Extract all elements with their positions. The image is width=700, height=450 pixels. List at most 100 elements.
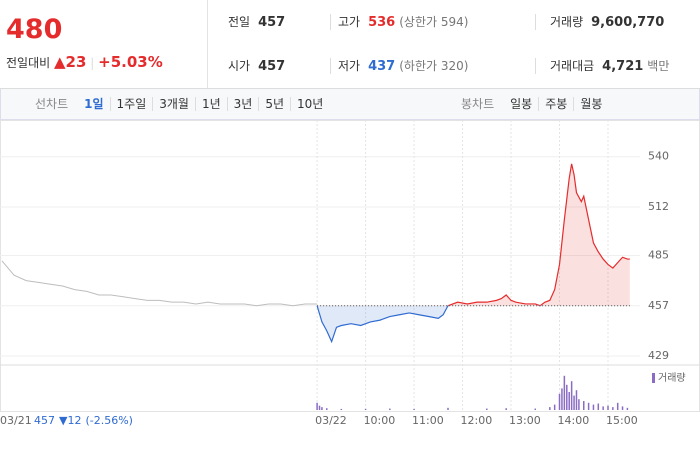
volume-bar bbox=[578, 399, 580, 410]
tab[interactable]: 3년 bbox=[226, 97, 259, 111]
candle-chart-tabs: 봉차트 일봉 주봉 월봉 bbox=[455, 89, 609, 119]
volume-bar bbox=[413, 408, 415, 410]
x-tick-label: 03/22 bbox=[315, 414, 347, 427]
volume-bar bbox=[573, 395, 575, 410]
volume-bar bbox=[626, 407, 629, 410]
stat-sub: (하한가 320) bbox=[399, 59, 469, 73]
stat: 시가 457 bbox=[228, 44, 285, 88]
x-tick-label: 11:00 bbox=[412, 414, 444, 427]
stats-row: 전일 457 고가 536 (상한가 594) 거래량 9,600,770 bbox=[208, 0, 700, 44]
volume-bar bbox=[326, 408, 328, 410]
volume-bar bbox=[340, 408, 343, 410]
stat-label: 전일 bbox=[228, 15, 251, 29]
stat: 거래량 9,600,770 bbox=[550, 0, 664, 44]
tab-group-label: 봉차트 bbox=[461, 97, 495, 111]
tab[interactable]: 1일 bbox=[84, 97, 104, 111]
change-label: 전일대비 bbox=[6, 56, 51, 70]
volume-bar bbox=[505, 408, 507, 410]
volume-bar bbox=[558, 393, 561, 410]
change: ▲23 bbox=[54, 53, 87, 71]
tab[interactable]: 월봉 bbox=[573, 97, 609, 111]
volume-bar bbox=[592, 404, 595, 410]
price-line bbox=[1, 260, 318, 307]
price-line bbox=[317, 163, 630, 306]
volume-bar bbox=[316, 402, 318, 410]
tab[interactable]: 10년 bbox=[290, 97, 330, 111]
stat-label: 거래량 bbox=[550, 15, 584, 29]
y-tick-label: 429 bbox=[648, 349, 669, 362]
current-price: 480 bbox=[6, 14, 63, 45]
x-tick-label: 10:00 bbox=[364, 414, 396, 427]
stat-value: 9,600,770 bbox=[591, 15, 665, 30]
volume-bar bbox=[318, 405, 321, 410]
stat: 저가 437 (하한가 320) bbox=[338, 44, 468, 88]
y-tick-label: 457 bbox=[648, 299, 669, 312]
stat-sub: 백만 bbox=[647, 59, 670, 73]
chart: 429 457 485 512 540 03/22 10:00 11:00 12:00 13:00… bbox=[0, 120, 700, 427]
legend-swatch bbox=[652, 373, 655, 383]
stat: 고가 536 (상한가 594) bbox=[338, 0, 468, 44]
tab[interactable]: 주봉 bbox=[538, 97, 574, 111]
prev-summary: 457 ▼12 (-2.56%) bbox=[34, 414, 133, 427]
tab[interactable]: 5년 bbox=[258, 97, 291, 111]
volume-bar bbox=[570, 381, 573, 410]
stat-value: 457 bbox=[258, 59, 286, 74]
stat-value: 437 bbox=[368, 59, 396, 74]
volume-bar bbox=[549, 407, 551, 410]
volume-bar bbox=[553, 404, 556, 410]
tab-group-label: 선차트 bbox=[35, 97, 69, 111]
tab[interactable]: 1년 bbox=[194, 97, 227, 111]
volume-bar bbox=[597, 403, 600, 410]
stat-label: 거래대금 bbox=[550, 59, 595, 73]
x-tick-label: 12:00 bbox=[461, 414, 493, 427]
volume-bar bbox=[602, 406, 604, 410]
line-chart-tabs: 선차트 1일 1주일 3개월 1년 3년 5년 10년 bbox=[29, 89, 330, 119]
volume-bar bbox=[389, 408, 391, 410]
change-rate: +5.03% bbox=[98, 53, 163, 71]
volume-bar bbox=[321, 407, 323, 410]
stats: 전일 457 고가 536 (상한가 594) 거래량 9,600,770 시가 457 저가 43… bbox=[208, 0, 700, 88]
separator bbox=[535, 14, 536, 30]
separator bbox=[330, 58, 331, 74]
tab[interactable]: 3개월 bbox=[152, 97, 195, 111]
volume-bar bbox=[583, 401, 585, 410]
volume-bar bbox=[575, 390, 578, 410]
x-tick-label: 13:00 bbox=[509, 414, 541, 427]
change-box: 전일대비 ▲23 | +5.03% bbox=[6, 53, 163, 71]
stat-label: 저가 bbox=[338, 59, 361, 73]
tab[interactable]: 1주일 bbox=[109, 97, 153, 111]
price-box: 480 전일대비 ▲23 | +5.03% bbox=[0, 0, 208, 88]
volume-bar bbox=[486, 408, 488, 410]
volume-bar bbox=[566, 384, 568, 410]
legend-label: 거래량 bbox=[658, 372, 686, 384]
volume-bar bbox=[447, 407, 449, 410]
prev-close: 457 bbox=[34, 414, 55, 427]
price-area bbox=[317, 163, 630, 306]
price-area bbox=[317, 305, 630, 342]
separator bbox=[330, 14, 331, 30]
tab-bar: 선차트 1일 1주일 3개월 1년 3년 5년 10년 봉차트 일봉 주봉 월봉 bbox=[0, 89, 700, 120]
prev-change_rate: (-2.56%) bbox=[85, 414, 133, 427]
price-line bbox=[316, 305, 542, 344]
stat: 거래대금 4,721 백만 bbox=[550, 44, 669, 88]
x-tick-label: 15:00 bbox=[606, 414, 638, 427]
volume-bar bbox=[561, 388, 563, 410]
tab[interactable]: 일봉 bbox=[510, 97, 533, 111]
volume-bar bbox=[607, 405, 609, 410]
volume-bar bbox=[616, 402, 619, 410]
stat: 전일 457 bbox=[228, 0, 285, 44]
y-tick-label: 512 bbox=[648, 200, 669, 213]
quote-header: 480 전일대비 ▲23 | +5.03% 전일 457 고가 536 (상한가 594… bbox=[0, 0, 700, 89]
volume-bar bbox=[563, 375, 566, 410]
x-tick-label: 14:00 bbox=[558, 414, 590, 427]
stat-label: 시가 bbox=[228, 59, 251, 73]
y-tick-label: 540 bbox=[648, 150, 669, 163]
stats-row: 시가 457 저가 437 (하한가 320) 거래대금 4,721 백만 bbox=[208, 44, 700, 88]
volume-bar bbox=[612, 407, 614, 410]
prev-date: 03/21 bbox=[0, 414, 32, 427]
stat-label: 고가 bbox=[338, 15, 361, 29]
volume-bar bbox=[364, 408, 367, 410]
volume-bar bbox=[587, 402, 590, 410]
stat-value: 536 bbox=[368, 15, 396, 30]
